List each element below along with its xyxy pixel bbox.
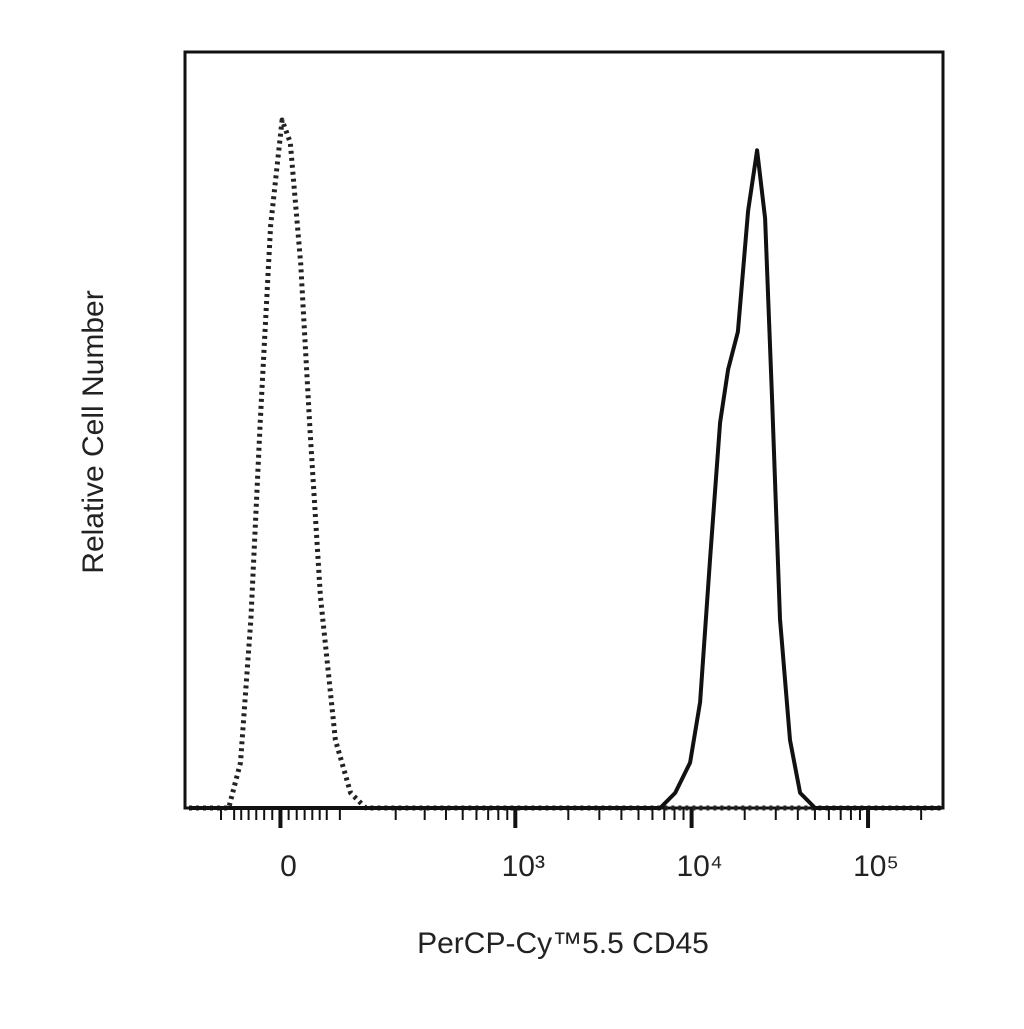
y-axis-label: Relative Cell Number (77, 290, 110, 573)
x-tick-label: 0 (280, 850, 297, 883)
x-axis-label: PerCP-Cy™5.5 CD45 (417, 927, 709, 960)
x-tick-label: 10⁵ (853, 850, 899, 883)
histogram-line (189, 148, 942, 810)
x-tick-label: 10⁴ (676, 850, 722, 883)
plot-frame (183, 50, 945, 810)
histogram-line (189, 117, 942, 811)
x-tick-label: 10³ (502, 850, 545, 883)
